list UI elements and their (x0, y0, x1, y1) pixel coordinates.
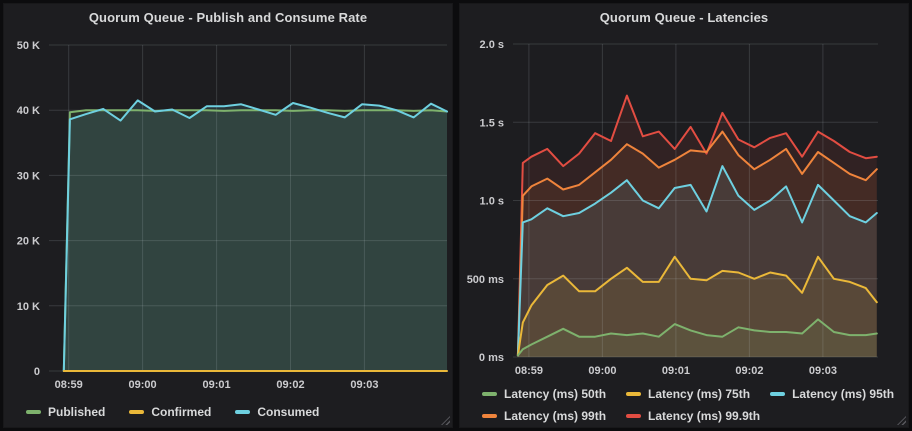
panel-latencies: Quorum Queue - Latencies 2.0 s 1.5 s 1.0 s… (459, 3, 909, 428)
legend-swatch-icon (482, 392, 497, 396)
svg-text:09:00: 09:00 (129, 379, 157, 391)
x-axis-labels: 08:59 09:00 09:01 09:02 09:03 (515, 365, 837, 377)
panel-publish-consume-rate: Quorum Queue - Publish and Consume Rate … (3, 3, 453, 428)
legend-label: Latency (ms) 99th (504, 409, 607, 423)
x-axis-labels: 08:59 09:00 09:01 09:02 09:03 (55, 379, 379, 391)
panel-title: Quorum Queue - Latencies (599, 9, 769, 25)
svg-text:50 K: 50 K (17, 40, 40, 52)
svg-text:0 ms: 0 ms (479, 352, 504, 364)
legend-item-published[interactable]: Published (26, 403, 105, 421)
series-lines (516, 94, 878, 357)
grid (513, 43, 878, 358)
svg-text:0: 0 (34, 366, 40, 378)
legend-swatch-icon (626, 392, 642, 396)
legend-item-latency-99th[interactable]: Latency (ms) 99th (482, 407, 606, 425)
svg-text:09:00: 09:00 (588, 365, 616, 377)
legend-item-confirmed[interactable]: Confirmed (129, 403, 211, 421)
series-fills (517, 95, 877, 357)
svg-text:1.5 s: 1.5 s (480, 117, 504, 129)
legend-label: Latency (ms) 50th (504, 387, 607, 401)
legend-swatch-icon (235, 410, 251, 414)
timeseries-plot-publish-consume[interactable]: 50 K 40 K 30 K 20 K 10 K 0 08:59 09:00 09:01 09:0… (4, 30, 454, 401)
panel-resize-handle-icon[interactable] (897, 416, 906, 425)
panel-title: Quorum Queue - Publish and Consume Rate (88, 9, 368, 25)
series-lines (62, 99, 448, 372)
svg-text:40 K: 40 K (17, 105, 40, 117)
legend-label: Consumed (257, 405, 320, 419)
legend-label: Latency (ms) 95th (792, 387, 895, 401)
timeseries-plot-latencies[interactable]: 2.0 s 1.5 s 1.0 s 500 ms 0 ms 08:59 09:00 09:01… (460, 30, 910, 383)
legend-swatch-icon (626, 414, 642, 418)
svg-text:1.0 s: 1.0 s (480, 196, 504, 208)
legend-item-consumed[interactable]: Consumed (235, 403, 319, 421)
series-fills (63, 100, 448, 372)
svg-text:08:59: 08:59 (55, 379, 83, 391)
svg-text:09:03: 09:03 (809, 365, 837, 377)
legend-swatch-icon (770, 392, 786, 396)
panel-header[interactable]: Quorum Queue - Publish and Consume Rate (4, 4, 452, 30)
svg-text:08:59: 08:59 (515, 365, 543, 377)
legend-item-latency-75th[interactable]: Latency (ms) 75th (626, 385, 750, 403)
legend: Latency (ms) 50th Latency (ms) 75th Late… (460, 383, 908, 425)
chart-canvas[interactable]: 50 K 40 K 30 K 20 K 10 K 0 08:59 09:00 09:01 09:0… (4, 30, 454, 401)
panel-header[interactable]: Quorum Queue - Latencies (460, 4, 908, 30)
svg-text:09:02: 09:02 (276, 379, 304, 391)
legend-label: Published (48, 405, 106, 419)
legend-item-latency-95th[interactable]: Latency (ms) 95th (770, 385, 894, 403)
svg-text:20 K: 20 K (17, 236, 40, 248)
legend-swatch-icon (26, 410, 41, 414)
legend-label: Confirmed (151, 405, 212, 419)
svg-text:09:02: 09:02 (735, 365, 763, 377)
svg-text:09:01: 09:01 (662, 365, 690, 377)
svg-text:09:03: 09:03 (350, 379, 378, 391)
svg-text:500 ms: 500 ms (467, 274, 504, 286)
svg-text:30 K: 30 K (17, 170, 40, 182)
legend-swatch-icon (129, 410, 145, 414)
y-axis-labels: 2.0 s 1.5 s 1.0 s 500 ms 0 ms (467, 39, 504, 364)
legend-item-latency-99-9th[interactable]: Latency (ms) 99.9th (626, 407, 760, 425)
legend: Published Confirmed Consumed (4, 401, 452, 421)
panel-resize-handle-icon[interactable] (441, 416, 450, 425)
y-axis-labels: 50 K 40 K 30 K 20 K 10 K 0 (17, 40, 40, 378)
legend-label: Latency (ms) 75th (648, 387, 751, 401)
legend-swatch-icon (482, 414, 497, 418)
svg-text:09:01: 09:01 (203, 379, 231, 391)
svg-text:2.0 s: 2.0 s (480, 39, 504, 51)
chart-canvas[interactable]: 2.0 s 1.5 s 1.0 s 500 ms 0 ms 08:59 09:00 09:01… (460, 30, 910, 383)
svg-text:10 K: 10 K (17, 301, 40, 313)
legend-label: Latency (ms) 99.9th (648, 409, 761, 423)
legend-item-latency-50th[interactable]: Latency (ms) 50th (482, 385, 606, 403)
